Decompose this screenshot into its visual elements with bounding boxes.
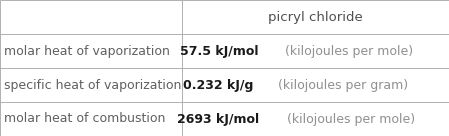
Text: 57.5 kJ/mol: 57.5 kJ/mol (180, 44, 258, 58)
Text: specific heat of vaporization: specific heat of vaporization (4, 78, 182, 92)
Text: (kilojoules per mole): (kilojoules per mole) (283, 112, 415, 126)
Text: molar heat of vaporization: molar heat of vaporization (4, 44, 170, 58)
Text: (kilojoules per gram): (kilojoules per gram) (274, 78, 409, 92)
Text: (kilojoules per mole): (kilojoules per mole) (281, 44, 413, 58)
Text: 2693 kJ/mol: 2693 kJ/mol (177, 112, 260, 126)
Text: picryl chloride: picryl chloride (268, 10, 363, 24)
Text: molar heat of combustion: molar heat of combustion (4, 112, 166, 126)
Text: 0.232 kJ/g: 0.232 kJ/g (184, 78, 254, 92)
